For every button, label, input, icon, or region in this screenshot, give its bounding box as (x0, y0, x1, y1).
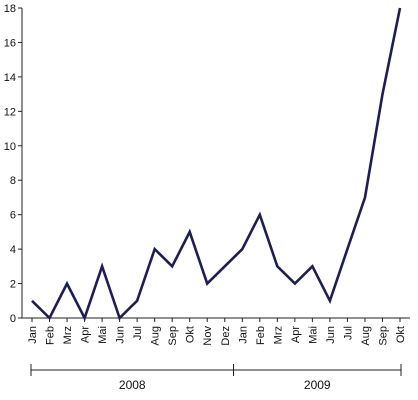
x-tick-label: Jun (325, 326, 337, 344)
y-tick-label: 14 (4, 72, 16, 84)
x-tick-label: Mai (97, 326, 109, 344)
x-tick-label: Okt (185, 326, 197, 343)
x-tick-label: Mrz (272, 326, 284, 344)
x-tick-label: Aug (360, 326, 372, 346)
x-tick-label: Jan (27, 326, 39, 344)
x-tick-label: Apr (80, 326, 92, 343)
y-tick-label: 2 (10, 279, 16, 291)
x-tick-label: Sep (377, 326, 389, 346)
x-tick-label: Dez (220, 326, 232, 346)
x-tick-label: Jul (132, 326, 144, 340)
y-tick-label: 8 (10, 175, 16, 187)
y-tick-label: 16 (4, 37, 16, 49)
x-axis: Jan Feb Mrz Apr Mai Jun Jul Aug Sep Okt Nov Dez Jan F… (22, 317, 410, 346)
y-tick-label: 0 (10, 313, 16, 325)
x-tick-label: Jan (237, 326, 249, 344)
x-tick-label: Okt (395, 326, 407, 343)
y-tick-label: 18 (4, 3, 16, 15)
year-groups: 2008 2009 (30, 364, 402, 392)
x-tick-label: Sep (167, 326, 179, 346)
year-label: 2009 (304, 378, 331, 392)
y-tick-label: 10 (4, 141, 16, 153)
x-tick-label: Nov (202, 326, 214, 346)
y-tick-label: 12 (4, 106, 16, 118)
x-tick-label: Jun (115, 326, 127, 344)
x-tick-label: Feb (255, 326, 267, 345)
y-tick-label: 6 (10, 210, 16, 222)
x-tick-label: Jul (342, 326, 354, 340)
x-tick-label: Mai (307, 326, 319, 344)
x-tick-label: Mrz (62, 326, 74, 344)
x-tick-label: Aug (150, 326, 162, 346)
x-tick-label: Feb (45, 326, 57, 345)
series (31, 7, 402, 322)
y-tick-label: 4 (10, 244, 16, 256)
year-label: 2008 (119, 378, 146, 392)
x-tick-label: Apr (290, 326, 302, 343)
series-line (31, 7, 402, 322)
y-axis: 0 2 4 6 8 10 12 14 16 18 (4, 3, 23, 325)
